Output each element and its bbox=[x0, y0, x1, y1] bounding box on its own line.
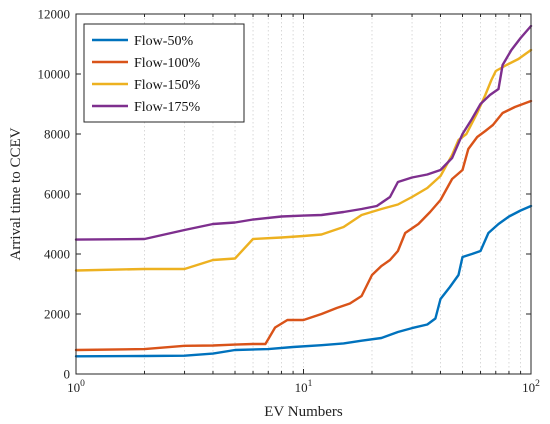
legend-label: Flow-100% bbox=[134, 56, 200, 71]
y-tick-label: 4000 bbox=[44, 247, 70, 262]
y-tick-label: 2000 bbox=[44, 307, 70, 322]
legend-label: Flow-50% bbox=[134, 34, 193, 49]
series-lines bbox=[74, 24, 533, 358]
y-tick-label: 8000 bbox=[44, 127, 70, 142]
y-tick-label: 12000 bbox=[38, 7, 71, 22]
axis-ticks bbox=[75, 13, 532, 375]
series-line-Flow-50% bbox=[74, 204, 533, 358]
y-axis-label: Arrival time to CCEV bbox=[8, 127, 24, 260]
y-tick-label: 10000 bbox=[38, 67, 71, 82]
y-tick-labels: 0 2000 4000 6000 8000 10000 12000 bbox=[38, 7, 71, 382]
y-tick-label: 0 bbox=[64, 367, 71, 382]
x-tick-labels: 100 101 102 bbox=[67, 379, 540, 395]
y-tick-label: 6000 bbox=[44, 187, 70, 202]
legend: Flow-50% Flow-100% Flow-150% Flow-175% bbox=[83, 23, 245, 123]
series-line-Flow-150% bbox=[74, 48, 533, 272]
series-line-Flow-175% bbox=[74, 24, 533, 241]
legend-label: Flow-175% bbox=[134, 100, 200, 115]
x-tick-label: 101 bbox=[295, 379, 313, 395]
x-tick-label: 100 bbox=[67, 379, 85, 395]
legend-label: Flow-150% bbox=[134, 78, 200, 93]
x-tick-label: 102 bbox=[522, 379, 540, 395]
grid-lines bbox=[144, 14, 521, 374]
series-line-Flow-100% bbox=[74, 99, 533, 352]
x-axis-label: EV Numbers bbox=[264, 404, 343, 420]
